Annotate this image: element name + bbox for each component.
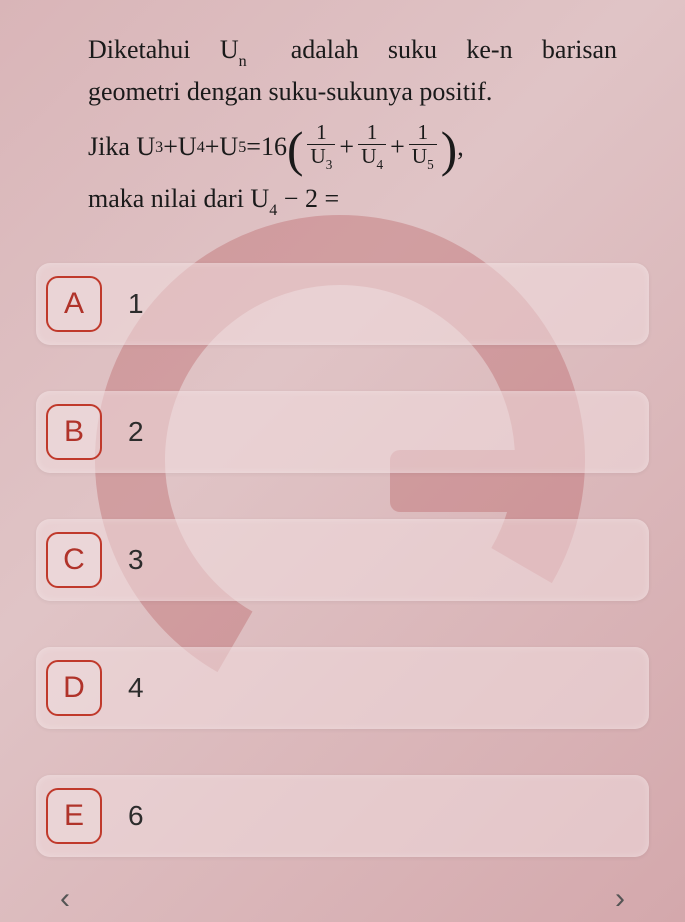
option-letter-b: B [46,404,102,460]
next-arrow-icon[interactable]: › [615,882,625,916]
option-text-e: 6 [128,800,144,832]
prev-arrow-icon[interactable]: ‹ [60,882,70,916]
question-line-1: Diketahui Un adalah suku ke-n barisan [88,30,617,72]
option-letter-a: A [46,276,102,332]
option-letter-c: C [46,532,102,588]
options-list: A 1 B 2 C 3 D 4 E 6 [28,263,657,857]
option-e[interactable]: E 6 [36,775,649,857]
option-b[interactable]: B 2 [36,391,649,473]
option-letter-d: D [46,660,102,716]
option-a[interactable]: A 1 [36,263,649,345]
question-line-4: maka nilai dari U4 − 2 = [88,179,617,221]
option-d[interactable]: D 4 [36,647,649,729]
option-letter-e: E [46,788,102,844]
option-c[interactable]: C 3 [36,519,649,601]
question-equation: Jika U3 + U4 + U5 = 16 ( 1 U3 + 1 U4 + 1… [88,121,617,171]
option-text-a: 1 [128,288,144,320]
option-text-b: 2 [128,416,144,448]
question-line-2: geometri dengan suku-sukunya positif. [88,72,617,111]
bottom-nav: ‹ › [0,882,685,916]
question-text: Diketahui Un adalah suku ke-n barisan ge… [28,30,657,221]
option-text-d: 4 [128,672,144,704]
option-text-c: 3 [128,544,144,576]
